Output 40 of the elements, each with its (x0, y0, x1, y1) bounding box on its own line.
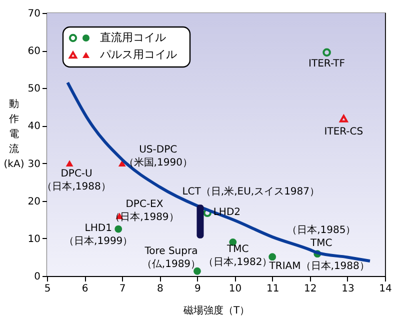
x-tick-label: 10 (228, 284, 242, 294)
y-tick-label: 0 (34, 272, 40, 282)
annotation: DPC-U （日本,1988） (42, 168, 111, 192)
y-tick-label: 40 (28, 121, 40, 132)
legend-label: 直流用コイル (100, 31, 166, 44)
x-tick-label: 14 (379, 284, 392, 294)
y-tick-label: 50 (28, 84, 40, 95)
point (66, 160, 74, 166)
point (340, 114, 348, 122)
x-tick-label: 8 (156, 284, 164, 294)
y-tick-label: 70 (28, 8, 40, 20)
x-tick-label: 5 (44, 284, 51, 294)
point (268, 253, 276, 261)
annotation: LCT（日,米,EU,スイス1987） (182, 186, 320, 198)
annotation: DPC-EX （日本,1989） (110, 198, 179, 223)
point (114, 225, 122, 233)
y-tick-label: 30 (28, 158, 40, 170)
y-tick-label: 10 (28, 234, 40, 245)
annotation: TRIAM（日本,1988） (268, 260, 370, 272)
annotation: （日本,1985） TMC (287, 224, 356, 249)
x-tick-label: 12 (304, 284, 317, 294)
point (322, 48, 331, 57)
annotation: US-DPC （米国,1990） (124, 144, 192, 168)
annotation: Tore Supra （仏,1989） (142, 246, 201, 270)
y-axis-title: 動作電流(kA) (4, 99, 24, 170)
annotation: ITER-CS (324, 126, 364, 138)
annotation: ITER-TF (308, 58, 346, 70)
x-tick-label: 11 (266, 284, 280, 294)
x-tick-label: 13 (342, 284, 354, 294)
x-axis-title: 磁場強度（T） (182, 304, 250, 316)
y-tick-label: 20 (28, 196, 40, 208)
x-tick-label: 9 (194, 284, 201, 294)
point (194, 267, 201, 275)
x-tick-label: 7 (119, 284, 126, 294)
annotation: LHD2 (213, 206, 241, 218)
point (118, 160, 126, 166)
y-tick-label: 60 (28, 46, 40, 58)
annotation: LHD1 （日本,1999） (64, 223, 133, 248)
legend-label: パルス用コイル (99, 48, 177, 61)
x-tick-label: 6 (82, 284, 88, 294)
